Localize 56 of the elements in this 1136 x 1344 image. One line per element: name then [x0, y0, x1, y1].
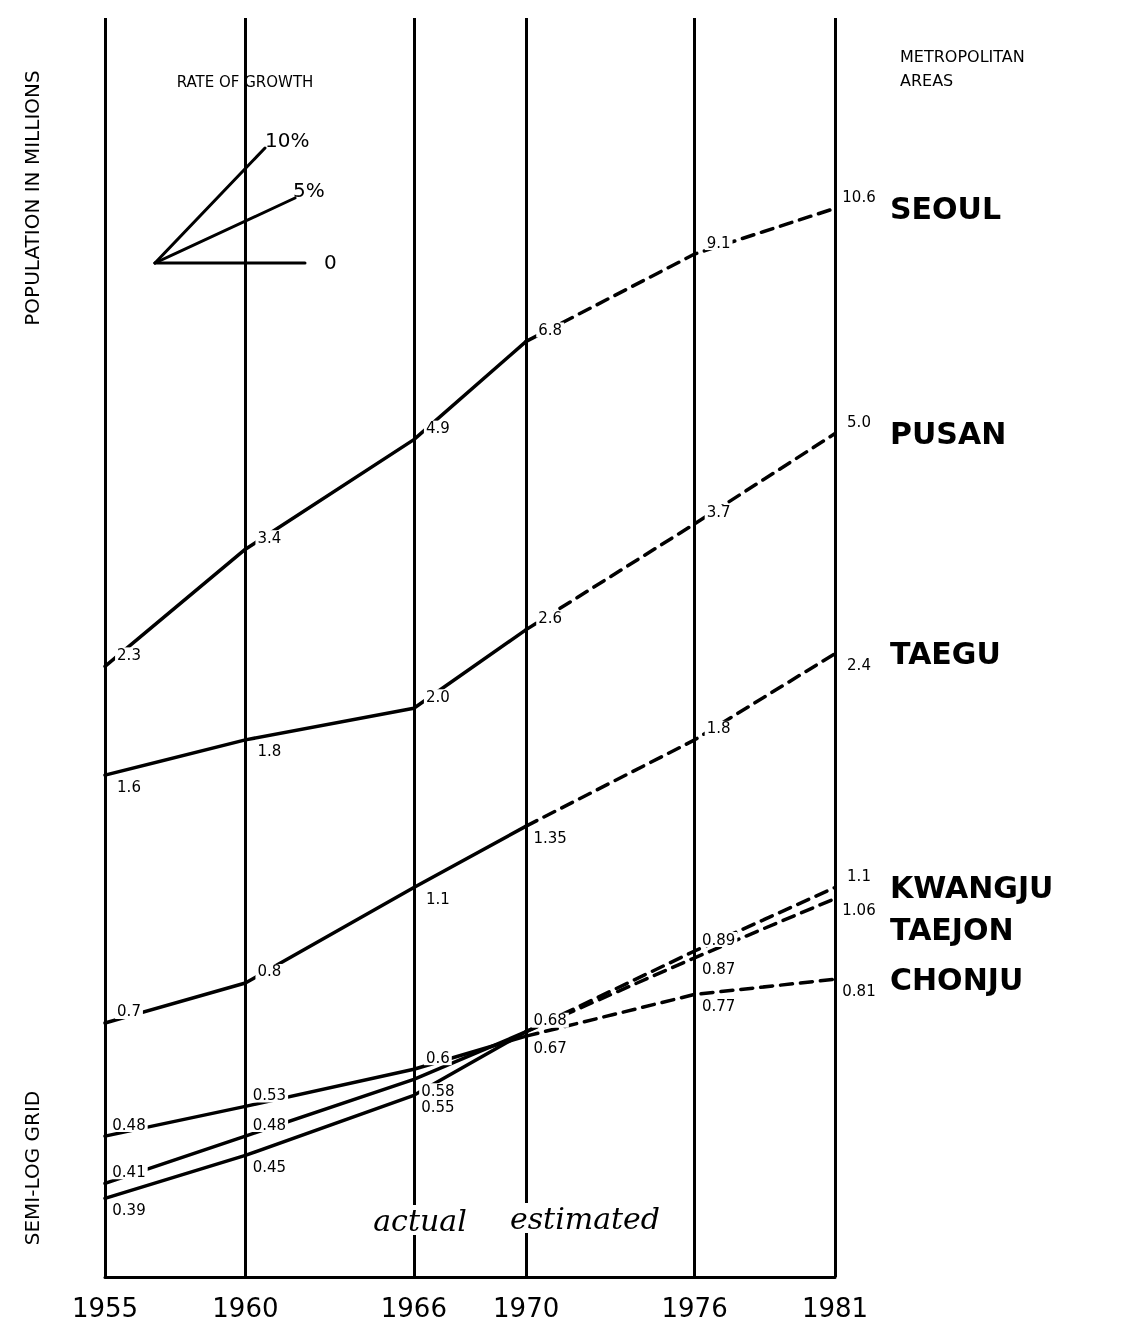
- annotation: RATE OF GROWTH: [176, 73, 314, 91]
- data-label: 1.06: [842, 901, 876, 920]
- data-label: 0.89: [701, 930, 736, 949]
- data-label: 2.4: [847, 656, 871, 675]
- data-label: 0.81: [842, 981, 876, 1000]
- text: METROPOLITAN AREAS: [900, 46, 1030, 90]
- x-tick-label: 1960: [212, 1293, 279, 1323]
- series-label: TAEJON: [890, 912, 1014, 947]
- data-label: 1.8: [706, 719, 731, 738]
- data-label: 5.0: [847, 413, 871, 432]
- data-label: 1.6: [117, 777, 141, 796]
- series-label: PUSAN: [890, 416, 1007, 452]
- data-label: 3.7: [706, 503, 731, 522]
- data-label: 0.67: [533, 1038, 567, 1057]
- data-label: 0.55: [421, 1097, 455, 1116]
- data-label: 0.87: [701, 960, 736, 979]
- data-label: 0.41: [112, 1162, 146, 1181]
- x-tick-label: 1966: [380, 1293, 447, 1323]
- y-axis-title: POPULATION IN MILLIONS: [20, 70, 44, 326]
- data-label: 0.48: [112, 1115, 146, 1134]
- data-label: 4.9: [425, 419, 450, 438]
- data-label: 0.48: [252, 1115, 287, 1134]
- data-label: 0.7: [117, 1002, 141, 1021]
- annotation: estimated: [509, 1200, 661, 1236]
- annotation: 5%: [293, 178, 325, 202]
- series-label: SEOUL: [890, 190, 1002, 226]
- text: SEMI-LOG GRID: [20, 1090, 44, 1246]
- x-tick-label: 1970: [493, 1293, 560, 1323]
- x-tick-label: 1981: [801, 1293, 869, 1323]
- data-label: 9.1: [706, 233, 731, 252]
- x-tick-label: 1955: [71, 1293, 139, 1323]
- data-label: 2.3: [117, 645, 141, 664]
- data-label: 1.8: [257, 742, 282, 761]
- data-label: 0.6: [425, 1048, 450, 1067]
- data-label: 3.4: [257, 528, 282, 547]
- series-label: KWANGJU: [890, 870, 1054, 905]
- data-label: 0.58: [421, 1081, 455, 1100]
- annotation: 0: [324, 250, 337, 274]
- data-label: 6.8: [538, 320, 563, 339]
- data-label: 0.53: [252, 1085, 287, 1104]
- data-label: 1.35: [533, 828, 567, 847]
- series-label: TAEGU: [890, 636, 1001, 672]
- data-label: 2.0: [425, 687, 450, 706]
- series-label: CHONJU: [890, 961, 1024, 997]
- annotation: 10%: [265, 128, 310, 152]
- data-label: 0.77: [701, 996, 736, 1015]
- data-label: 1.1: [847, 867, 871, 885]
- data-label: 10.6: [842, 187, 876, 206]
- x-tick-label: 1976: [661, 1293, 728, 1323]
- data-label: 1.1: [425, 890, 450, 908]
- annotation: actual: [373, 1202, 467, 1238]
- data-label: 0.68: [533, 1011, 567, 1030]
- data-label: 0.8: [257, 962, 282, 981]
- data-label: 0.39: [112, 1200, 146, 1219]
- data-label: 2.6: [538, 609, 563, 628]
- data-label: 0.45: [252, 1157, 287, 1176]
